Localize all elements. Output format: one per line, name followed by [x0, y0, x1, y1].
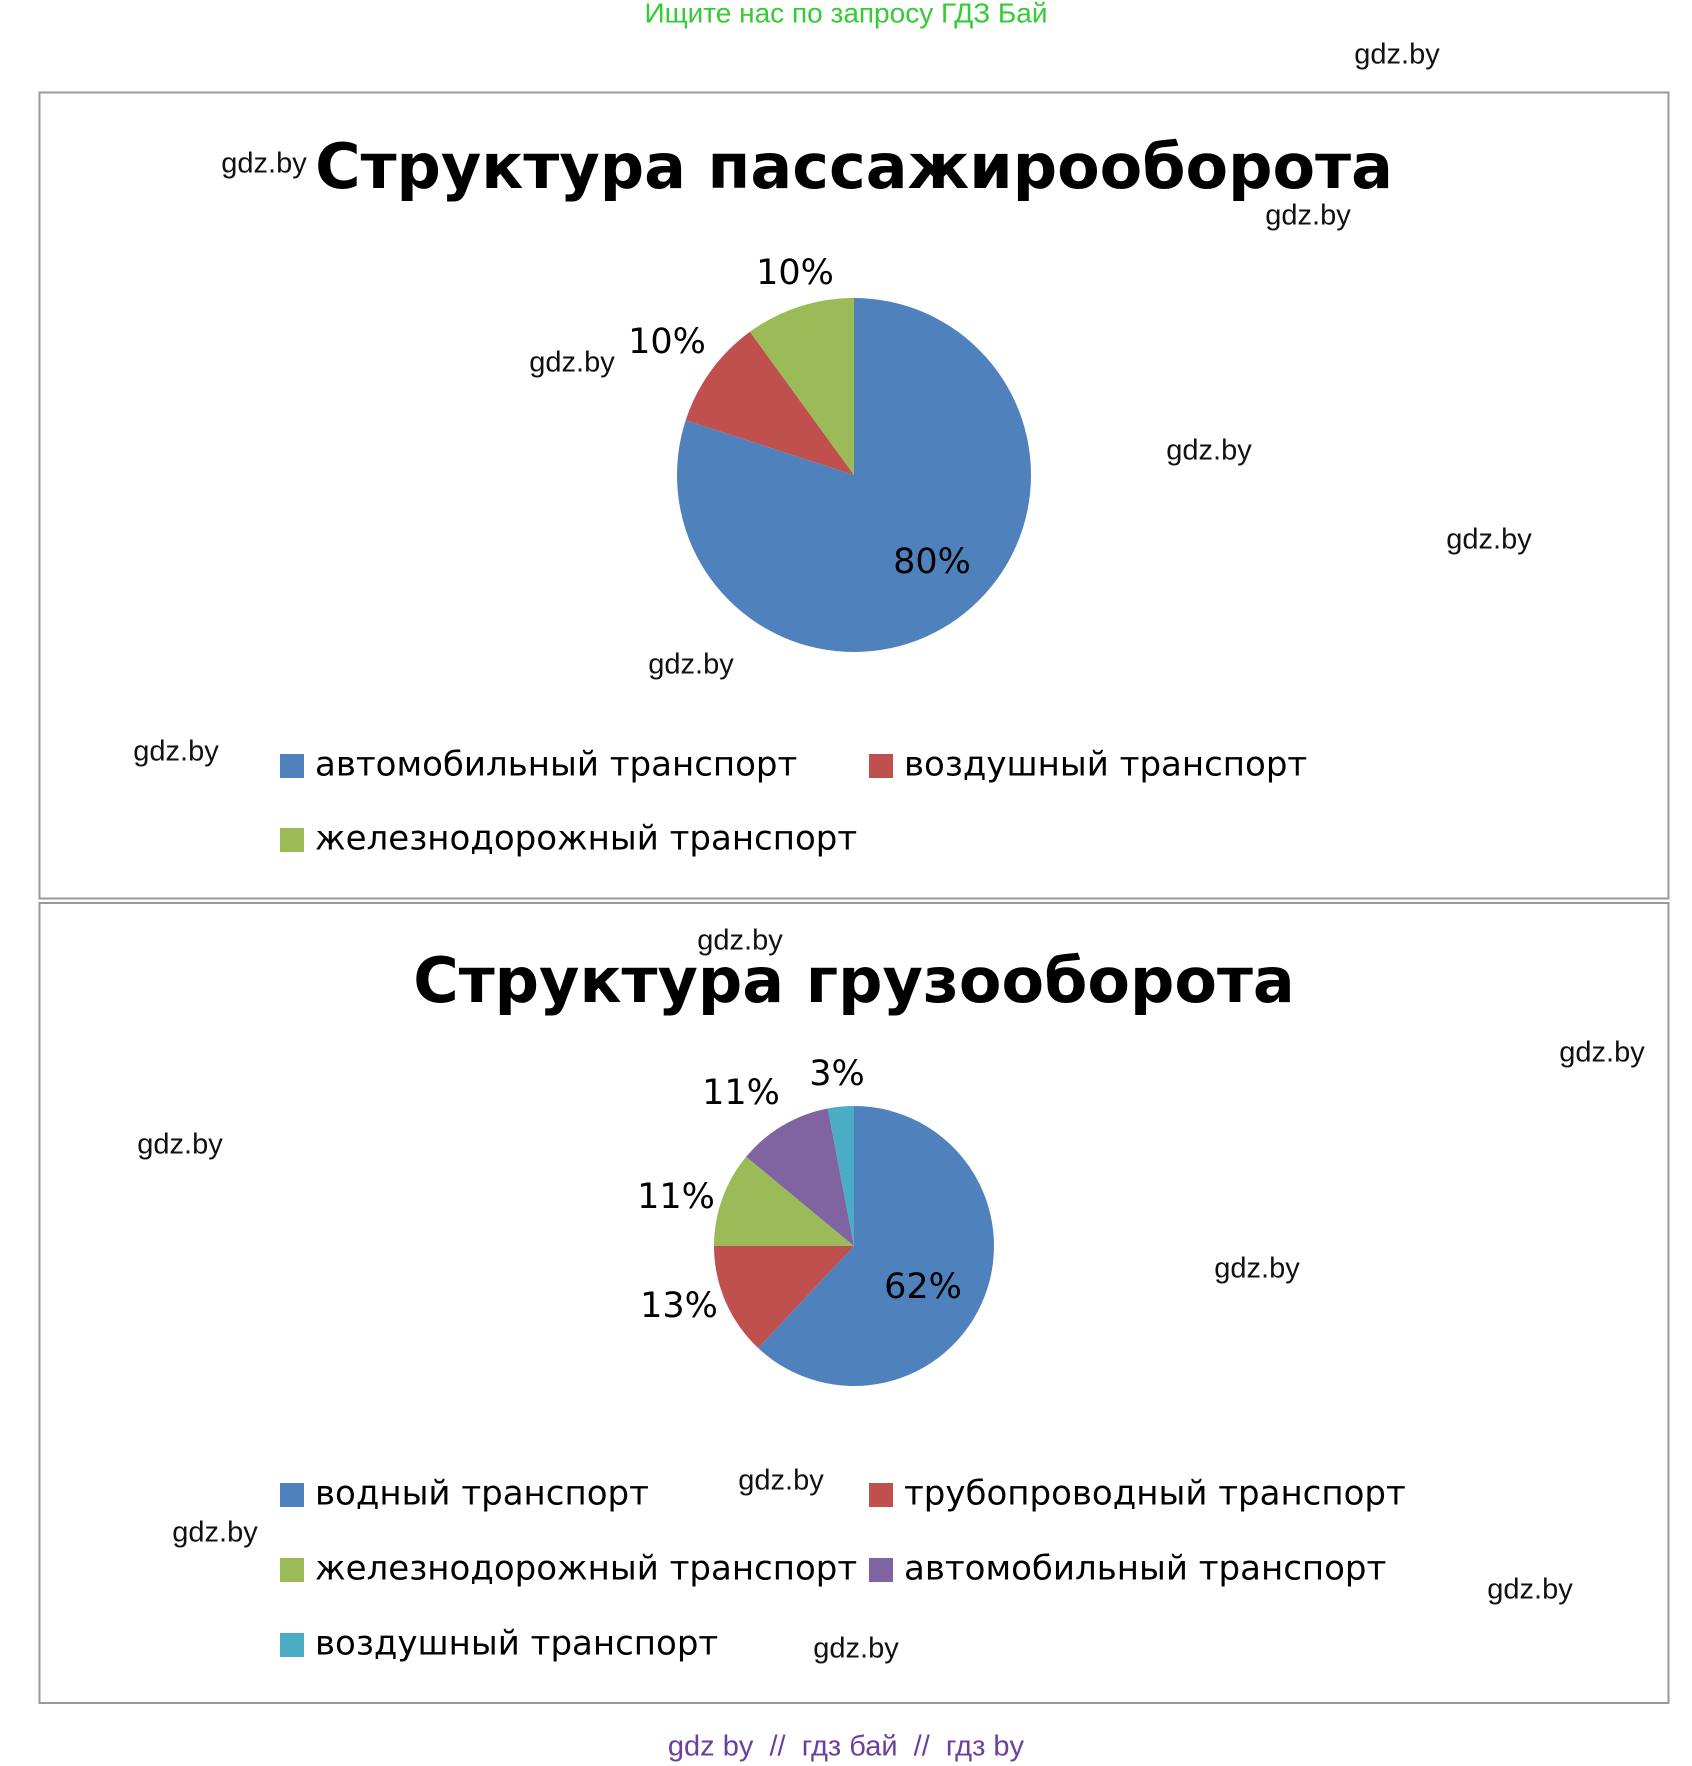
legend-swatch [869, 1483, 893, 1507]
pie-slice [746, 1108, 854, 1246]
data-label: 10% [628, 322, 706, 362]
watermark: gdz.by [813, 1633, 899, 1665]
legend-swatch [280, 754, 304, 778]
data-label: 11% [637, 1177, 715, 1217]
legend-swatch [280, 1483, 304, 1507]
chart-title: Структура пассажирооборота [315, 130, 1393, 203]
watermark: gdz.by [1446, 524, 1532, 556]
legend-swatch [869, 754, 893, 778]
watermark: gdz.by [133, 736, 219, 768]
legend-label: автомобильный транспорт [315, 745, 797, 785]
data-label: 3% [809, 1054, 865, 1094]
chart-title: Структура грузооборота [413, 944, 1295, 1017]
watermark: gdz.by [1354, 39, 1440, 71]
data-label: 80% [893, 542, 971, 582]
watermark: gdz.by [1487, 1574, 1573, 1606]
header: Ищите нас по запросу ГДЗ Бай [644, 0, 1047, 28]
pie-slice [685, 331, 854, 475]
chart-frame [38, 91, 1670, 900]
legend-label: воздушный транспорт [904, 745, 1307, 785]
pie-slice [749, 298, 854, 475]
watermark: gdz.by [1214, 1253, 1300, 1285]
legend-label: железнодорожный транспорт [315, 819, 857, 859]
pie-slice [827, 1106, 854, 1246]
watermark: gdz.by [1166, 435, 1252, 467]
watermark: gdz.by [697, 925, 783, 957]
data-label: 10% [756, 253, 834, 293]
legend-label: железнодорожный транспорт [315, 1549, 857, 1589]
watermark: gdz.by [137, 1129, 223, 1161]
watermark: gdz.by [221, 148, 307, 180]
watermark: gdz.by [1559, 1037, 1645, 1069]
watermark: gdz.by [1265, 200, 1351, 232]
watermark: gdz.by [738, 1465, 824, 1497]
legend-swatch [869, 1558, 893, 1582]
legend-swatch [280, 828, 304, 852]
footer[interactable]: gdz by // гдз бай // гдз by [668, 1731, 1025, 1763]
data-label: 13% [640, 1286, 718, 1326]
chart-frame [38, 902, 1670, 1704]
data-label: 62% [884, 1267, 962, 1307]
legend-label: воздушный транспорт [315, 1624, 718, 1664]
pie-slice [714, 1156, 854, 1246]
legend-label: автомобильный транспорт [904, 1549, 1386, 1589]
data-label: 11% [702, 1073, 780, 1113]
watermark: gdz.by [648, 649, 734, 681]
legend-label: водный транспорт [315, 1474, 649, 1514]
watermark: gdz.by [172, 1517, 258, 1549]
pie-slice [714, 1246, 854, 1349]
legend-label: трубопроводный транспорт [904, 1474, 1406, 1514]
legend-swatch [280, 1633, 304, 1657]
legend-swatch [280, 1558, 304, 1582]
watermark: gdz.by [529, 347, 615, 379]
pie-slice [758, 1106, 994, 1386]
